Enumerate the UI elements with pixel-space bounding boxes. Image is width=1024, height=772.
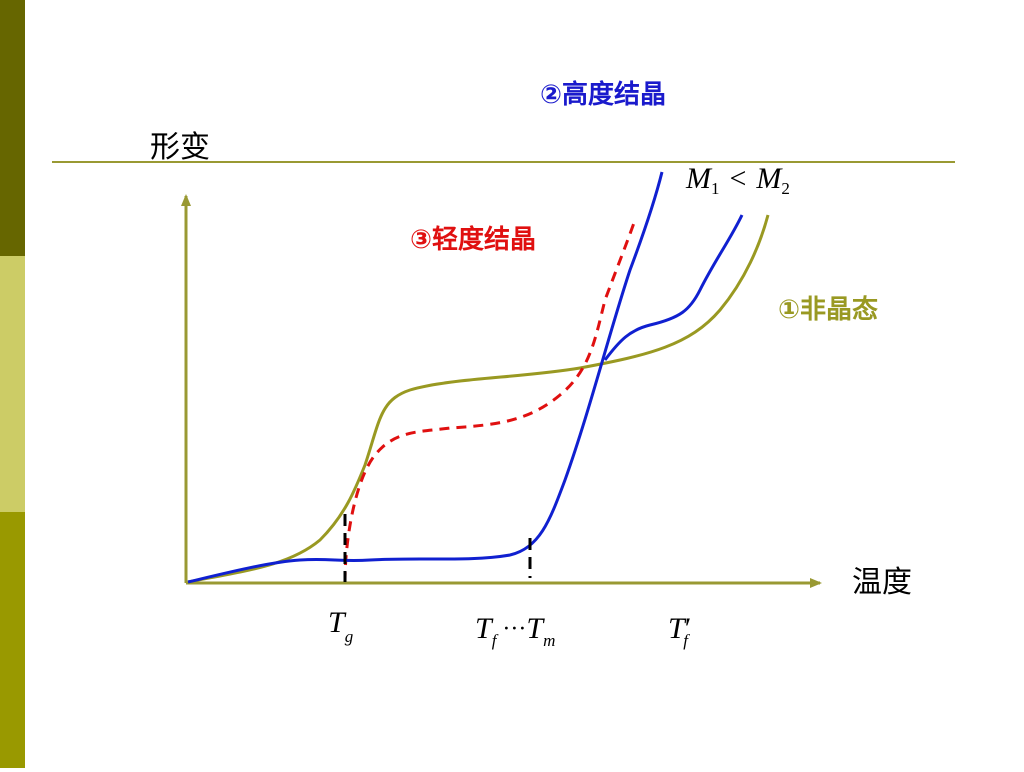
label: 形变 [150, 130, 210, 165]
math-label: T′f [668, 612, 691, 650]
subscript: f [492, 631, 499, 650]
subscript: m [543, 631, 555, 650]
symbol: T [526, 612, 545, 645]
label: ②高度结晶 [540, 79, 666, 110]
side-bar [0, 256, 25, 512]
side-bar [0, 0, 25, 256]
dots: ··· [502, 616, 526, 642]
symbol: T [328, 606, 347, 639]
curve-high-crystal [187, 171, 664, 584]
symbol: M [755, 162, 783, 195]
symbol: T [475, 612, 494, 645]
label: ③轻度结晶 [410, 224, 536, 255]
side-bar [0, 512, 25, 768]
operator: < [730, 162, 747, 195]
label: ①非晶态 [778, 294, 878, 325]
curve-high-crystal-m2 [603, 214, 744, 361]
symbol: T [668, 612, 687, 645]
curve-light-crystal [343, 219, 637, 583]
subscript: 2 [781, 179, 790, 198]
label: 温度 [852, 565, 912, 600]
math-label: M1 < M2 [685, 162, 790, 198]
prime: ′ [685, 612, 692, 645]
subscript: f [683, 631, 690, 650]
symbol: M [685, 162, 713, 195]
subscript: g [345, 627, 354, 646]
subscript: 1 [711, 179, 720, 198]
math-label: Tf ···Tm [475, 612, 555, 650]
curve-amorphous [187, 214, 770, 584]
math-label: Tg [328, 606, 353, 646]
